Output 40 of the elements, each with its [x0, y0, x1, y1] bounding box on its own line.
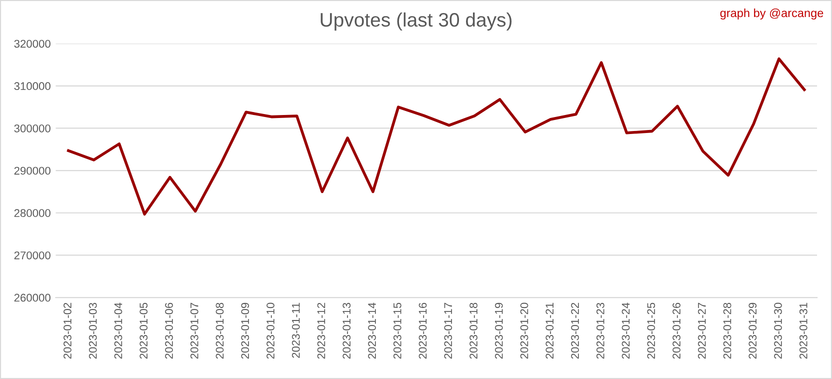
- y-tick-label: 300000: [14, 124, 50, 132]
- x-tick-label: 2023-01-13: [342, 302, 351, 359]
- x-tick-label: 2023-01-20: [520, 302, 528, 359]
- line-series: [67, 57, 806, 216]
- x-tick-label: 2023-01-27: [698, 302, 706, 359]
- x-tick-label: 2023-01-23: [596, 302, 604, 359]
- y-tick-label: 320000: [14, 40, 50, 48]
- x-tick-label: 2023-01-16: [418, 302, 427, 359]
- text: graph by @arcange: [720, 8, 824, 20]
- x-tick-label: 2023-01-22: [571, 302, 579, 359]
- x-tick-label: 2023-01-07: [190, 302, 198, 359]
- x-tick-label: 2023-01-11: [292, 302, 300, 358]
- y-tick-label: 290000: [14, 166, 50, 175]
- y-tick-label: 310000: [14, 82, 50, 90]
- x-tick-label: 2023-01-26: [672, 302, 680, 359]
- x-tick-label: 2023-01-02: [64, 302, 72, 359]
- y-tick-label: 260000: [14, 294, 50, 302]
- x-tick-label: 2023-01-21: [546, 302, 554, 359]
- x-tick-label: 2023-01-25: [647, 302, 656, 359]
- y-tick-label: 270000: [14, 251, 50, 260]
- x-tick-label: 2023-01-30: [774, 302, 782, 359]
- x-tick-label: 2023-01-24: [622, 302, 630, 359]
- chart-title: Upvotes (last 30 days): [320, 12, 512, 31]
- x-tick-label: 2023-01-04: [114, 302, 122, 359]
- y-tick-label: 280000: [14, 209, 50, 218]
- x-tick-label: 2023-01-05: [140, 302, 148, 359]
- x-tick-label: 2023-01-08: [216, 302, 224, 359]
- x-tick-label: 2023-01-03: [88, 302, 97, 359]
- x-tick-label: 2023-01-14: [368, 302, 376, 359]
- x-tick-label: 2023-01-06: [165, 302, 173, 359]
- x-tick-label: 2023-01-28: [723, 302, 732, 359]
- x-tick-label: 2023-01-29: [748, 302, 757, 359]
- x-tick-label: 2023-01-09: [241, 302, 250, 359]
- x-tick-label: 2023-01-31: [799, 302, 808, 359]
- x-tick-label: 2023-01-19: [494, 302, 503, 359]
- x-tick-label: 2023-01-18: [470, 302, 478, 359]
- x-tick-label: 2023-01-10: [266, 302, 274, 359]
- x-tick-label: 2023-01-15: [393, 302, 402, 359]
- x-tick-label: 2023-01-17: [444, 302, 452, 359]
- x-tick-label: 2023-01-12: [317, 302, 326, 359]
